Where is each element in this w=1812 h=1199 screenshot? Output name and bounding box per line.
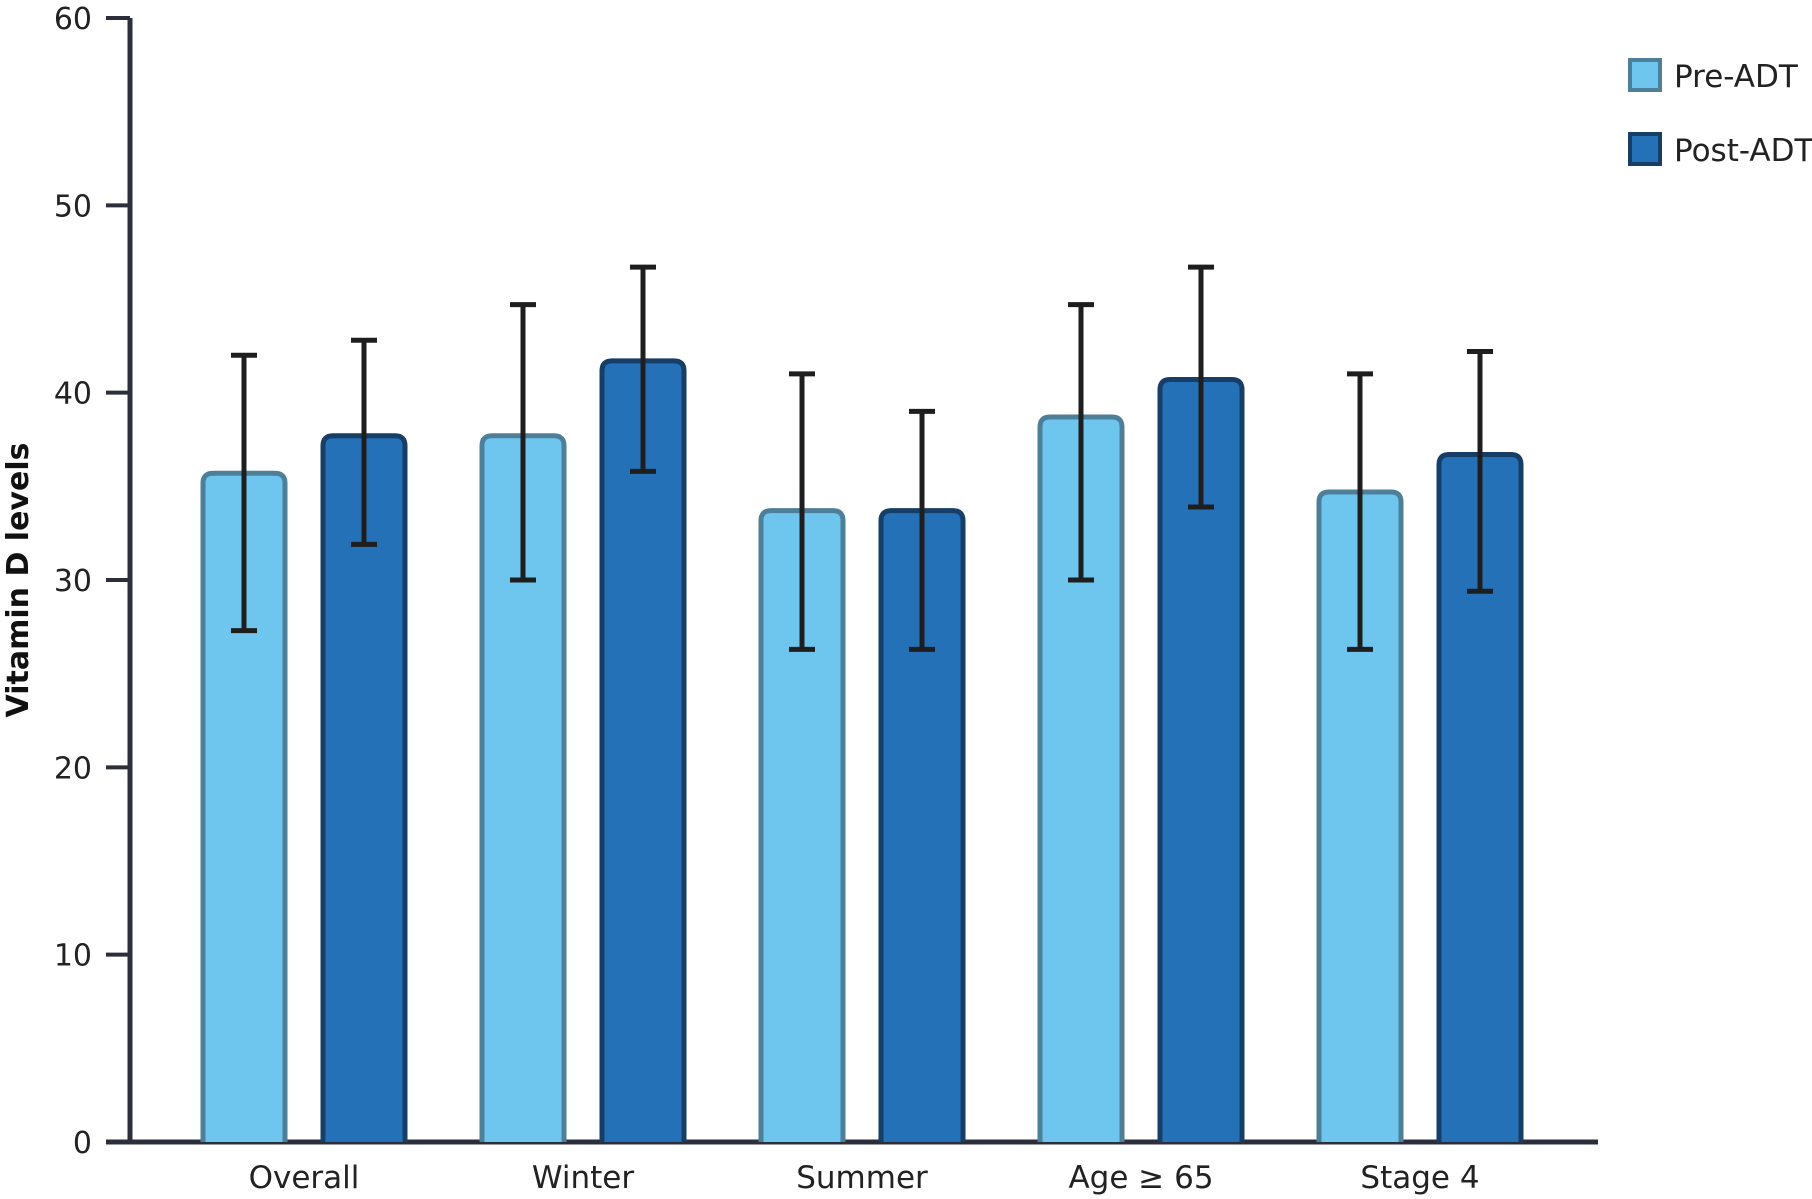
y-tick-label: 50 (54, 189, 92, 224)
error-bar (231, 352, 257, 634)
legend: Pre-ADT Post-ADT (1628, 58, 1812, 169)
error-bar (1347, 371, 1373, 652)
error-bar (630, 264, 656, 474)
tick-labels: 0 10 20 30 40 50 60 Overall Winter Summer Age ≥ 65… (54, 2, 1480, 1196)
error-bar (510, 302, 536, 583)
error-bar (789, 371, 815, 652)
error-bar (1467, 348, 1493, 594)
y-tick-label: 10 (54, 939, 92, 974)
legend-label: Pre-ADT (1674, 59, 1799, 95)
x-tick-label: Age ≥ 65 (1068, 1160, 1213, 1196)
y-tick-label: 30 (54, 564, 92, 599)
x-tick-label: Stage 4 (1360, 1160, 1479, 1196)
x-tick-label: Overall (249, 1160, 360, 1196)
bar-post-adt-winter (599, 358, 687, 1142)
x-tick-label: Winter (532, 1160, 634, 1196)
error-bar (351, 337, 377, 547)
legend-label: Post-ADT (1674, 133, 1812, 169)
error-bar (1188, 264, 1214, 510)
y-tick-label: 60 (54, 2, 92, 37)
legend-swatch (1628, 58, 1662, 92)
error-bars (231, 264, 1493, 652)
x-tick-label: Summer (796, 1160, 928, 1196)
error-bar (909, 408, 935, 652)
y-tick-label: 0 (73, 1126, 92, 1161)
bars (200, 358, 1524, 1142)
y-tick-label: 20 (54, 751, 92, 786)
y-tick-label: 40 (54, 377, 92, 412)
legend-swatch (1628, 132, 1662, 166)
y-axis-label: Vitamin D levels (1, 443, 36, 718)
error-bar (1068, 302, 1094, 583)
